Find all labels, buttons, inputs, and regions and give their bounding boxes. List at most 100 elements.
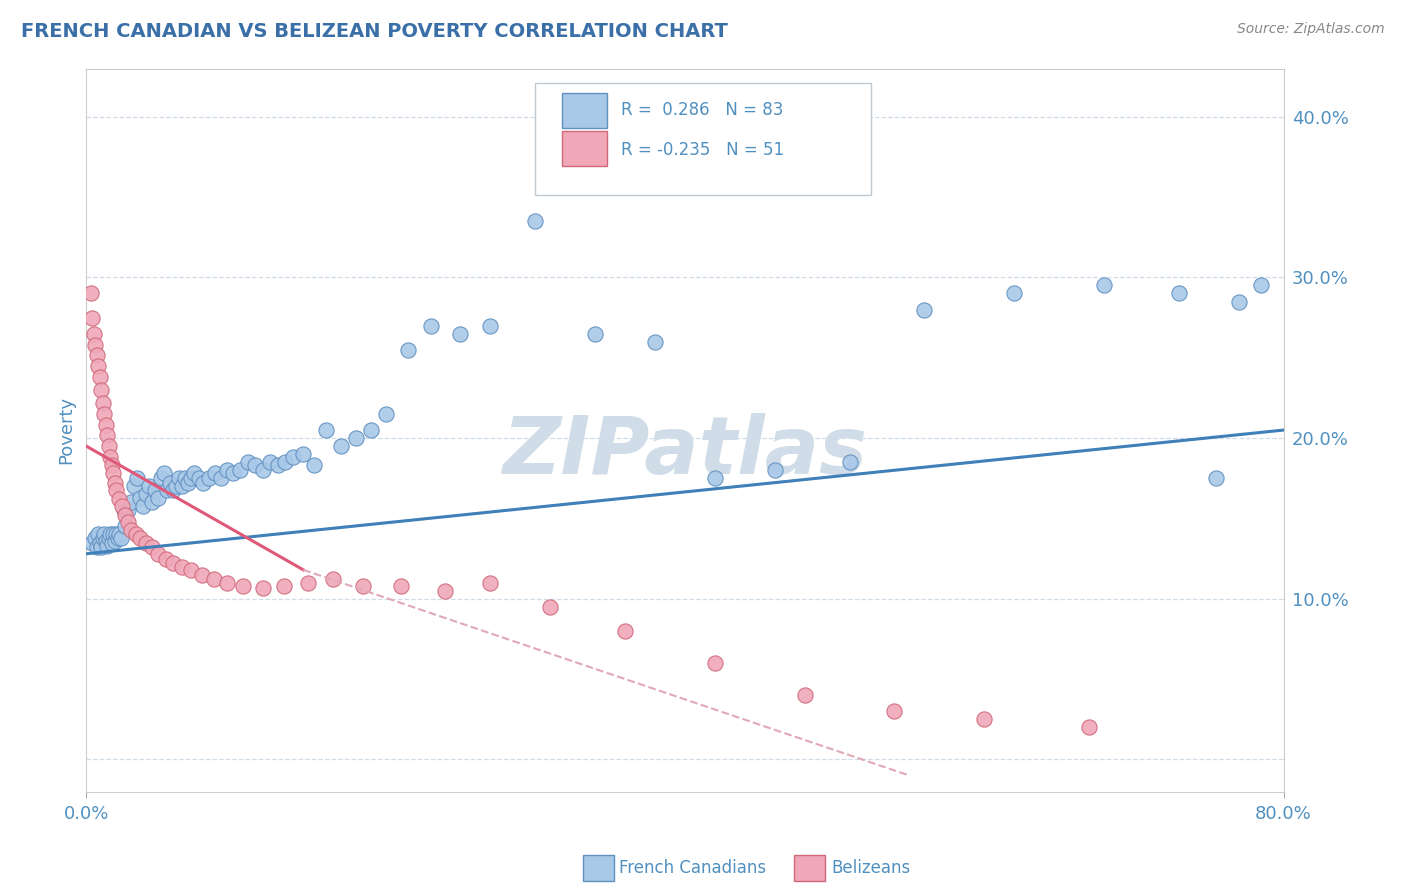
Point	[614, 624, 637, 638]
Point	[141, 541, 163, 555]
Point	[538, 599, 561, 614]
Point	[117, 515, 139, 529]
Point	[91, 531, 114, 545]
Point	[232, 579, 254, 593]
Point	[274, 455, 297, 469]
Point	[98, 450, 121, 465]
Point	[162, 557, 184, 571]
Point	[259, 455, 281, 469]
Text: R =  0.286   N = 83: R = 0.286 N = 83	[621, 102, 785, 120]
Point	[273, 579, 295, 593]
Point	[396, 343, 419, 357]
Point	[198, 471, 221, 485]
Point	[1205, 471, 1227, 485]
Point	[252, 581, 274, 595]
Point	[1250, 278, 1272, 293]
Point	[86, 347, 108, 361]
FancyBboxPatch shape	[561, 131, 607, 166]
Point	[170, 559, 193, 574]
Point	[108, 492, 131, 507]
Point	[93, 527, 115, 541]
Point	[165, 479, 187, 493]
Point	[322, 573, 344, 587]
Point	[94, 418, 117, 433]
Point	[267, 458, 290, 473]
FancyBboxPatch shape	[561, 93, 607, 128]
Point	[82, 535, 104, 549]
Point	[103, 467, 125, 481]
Point	[191, 476, 214, 491]
Point	[100, 535, 122, 549]
Point	[215, 463, 238, 477]
Point	[245, 458, 267, 473]
Point	[174, 471, 197, 485]
Point	[120, 495, 142, 509]
Point	[84, 338, 107, 352]
Text: ZIPatlas: ZIPatlas	[502, 413, 868, 491]
Point	[112, 503, 135, 517]
Point	[170, 479, 193, 493]
Point	[96, 539, 118, 553]
Point	[204, 467, 226, 481]
Point	[150, 471, 173, 485]
Point	[100, 458, 122, 473]
Point	[583, 326, 606, 341]
Point	[153, 467, 176, 481]
Point	[302, 458, 325, 473]
Point	[644, 334, 666, 349]
Point	[129, 491, 152, 505]
Point	[105, 483, 128, 497]
Point	[167, 471, 190, 485]
Point	[912, 302, 935, 317]
Point	[434, 583, 457, 598]
Point	[297, 575, 319, 590]
Point	[180, 563, 202, 577]
Point	[155, 551, 177, 566]
Point	[83, 326, 105, 341]
Text: FRENCH CANADIAN VS BELIZEAN POVERTY CORRELATION CHART: FRENCH CANADIAN VS BELIZEAN POVERTY CORR…	[21, 22, 728, 41]
Point	[103, 527, 125, 541]
Point	[114, 519, 136, 533]
Point	[104, 533, 127, 548]
Point	[105, 527, 128, 541]
Point	[97, 439, 120, 453]
Point	[190, 567, 212, 582]
Text: Source: ZipAtlas.com: Source: ZipAtlas.com	[1237, 22, 1385, 37]
Point	[1167, 286, 1189, 301]
Point	[90, 541, 112, 555]
Point	[1078, 720, 1101, 734]
Point	[138, 479, 160, 493]
Point	[89, 370, 111, 384]
Text: Belizeans: Belizeans	[831, 859, 910, 877]
Point	[329, 439, 352, 453]
Point	[93, 407, 115, 421]
Point	[215, 575, 238, 590]
Point	[389, 579, 412, 593]
Point	[135, 535, 157, 549]
Point	[703, 656, 725, 670]
Point	[82, 310, 104, 325]
Point	[187, 471, 209, 485]
Point	[793, 688, 815, 702]
Point	[763, 463, 786, 477]
Point	[156, 483, 179, 497]
Point	[883, 704, 905, 718]
Point	[479, 575, 502, 590]
Point	[87, 359, 110, 373]
Point	[90, 383, 112, 397]
Point	[236, 455, 259, 469]
Point	[89, 535, 111, 549]
Point	[973, 712, 995, 726]
Point	[479, 318, 502, 333]
Point	[183, 467, 205, 481]
Point	[80, 286, 103, 301]
Point	[180, 471, 202, 485]
Point	[108, 527, 131, 541]
Point	[86, 541, 108, 555]
Point	[127, 471, 149, 485]
Point	[111, 499, 134, 513]
Point	[1092, 278, 1115, 293]
Point	[419, 318, 441, 333]
Point	[96, 428, 118, 442]
Point	[107, 531, 129, 545]
